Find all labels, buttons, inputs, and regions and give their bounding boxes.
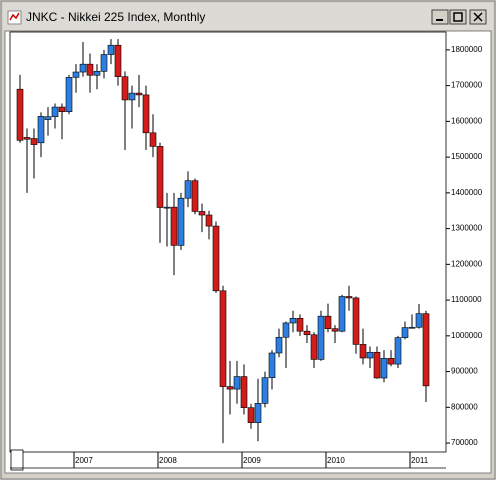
candle-body [317, 315, 325, 360]
candle-body [366, 351, 374, 359]
candle-body [23, 137, 31, 140]
candle-body [352, 297, 360, 345]
candle-body [128, 92, 136, 101]
x-tick-label: 2009 [243, 456, 261, 465]
candle-body [380, 358, 388, 379]
candle-body [282, 322, 290, 338]
candle-body [163, 206, 171, 209]
candle-body [240, 376, 248, 408]
scroll-handle[interactable] [10, 449, 24, 471]
candle-body [142, 94, 150, 134]
candle-body [338, 296, 346, 332]
candle-body [401, 327, 409, 338]
candle-body [415, 313, 423, 328]
candle-body [58, 106, 66, 113]
candle-body [135, 92, 143, 96]
candle-body [408, 326, 416, 329]
candle-body [331, 328, 339, 332]
maximize-glyph [453, 12, 463, 22]
candle-body [254, 403, 262, 423]
candle-body [198, 211, 206, 216]
candle-body [121, 76, 129, 101]
candle-body [156, 146, 164, 208]
candle-body [247, 407, 255, 423]
x-tick-label: 2008 [159, 456, 177, 465]
candle-body [184, 180, 192, 199]
candle-body [219, 290, 227, 387]
candle-body [296, 318, 304, 332]
y-tick-label: 1000000 [451, 331, 483, 340]
candle-body [30, 138, 38, 145]
y-tick-label: 1200000 [451, 259, 483, 268]
y-tick-label: 1100000 [451, 295, 482, 304]
candle-body [345, 296, 353, 299]
candle-body [422, 313, 430, 387]
candle-body [310, 334, 318, 360]
y-tick-label: 1600000 [451, 116, 483, 125]
candle-body [114, 44, 122, 77]
candle-body [233, 376, 241, 390]
candle-body [177, 197, 185, 246]
candle-body [107, 44, 115, 55]
candle-body [205, 214, 213, 227]
candle-body [100, 54, 108, 72]
plot-frame [9, 31, 447, 453]
y-tick-label: 1400000 [451, 188, 483, 197]
window-icon-graph [9, 12, 20, 21]
candle-body [51, 106, 59, 118]
candle-body [86, 63, 94, 76]
candle-body [303, 330, 311, 336]
candle-body [191, 180, 199, 212]
y-tick-label: 900000 [451, 367, 478, 376]
candle-body [44, 116, 52, 120]
minimize-button[interactable] [431, 9, 449, 25]
candle-body [16, 88, 24, 141]
x-tick-label: 2007 [75, 456, 93, 465]
candle-body [79, 63, 87, 73]
title-bar [3, 3, 493, 30]
candle-body [65, 77, 73, 113]
window-title: JNKC - Nikkei 225 Index, Monthly [26, 10, 205, 24]
candle-body [324, 315, 332, 329]
y-tick-label: 1300000 [451, 224, 483, 233]
y-tick-label: 1500000 [451, 152, 483, 161]
candle-body [37, 116, 45, 144]
y-tick-label: 700000 [451, 438, 478, 447]
x-tick-label: 2011 [411, 456, 429, 465]
window-buttons[interactable] [431, 9, 487, 25]
candle-body [268, 352, 276, 378]
x-tick-label: 2010 [327, 456, 345, 465]
y-tick-label: 800000 [451, 402, 478, 411]
candle-body [72, 71, 80, 78]
close-glyph [473, 12, 483, 22]
maximize-button[interactable] [449, 9, 467, 25]
candle-body [212, 225, 220, 292]
candle-body [261, 377, 269, 404]
y-tick-label: 1700000 [451, 81, 483, 90]
candle-body [394, 337, 402, 365]
candle-body [170, 206, 178, 246]
candle-body [149, 132, 157, 147]
candle-body [373, 351, 381, 379]
candle-body [226, 386, 234, 390]
y-tick-label: 1800000 [451, 45, 483, 54]
candle-body [93, 71, 101, 76]
candle-body [387, 358, 395, 365]
candle-body [275, 336, 283, 354]
candle-body [289, 318, 297, 324]
candle-body [359, 344, 367, 359]
